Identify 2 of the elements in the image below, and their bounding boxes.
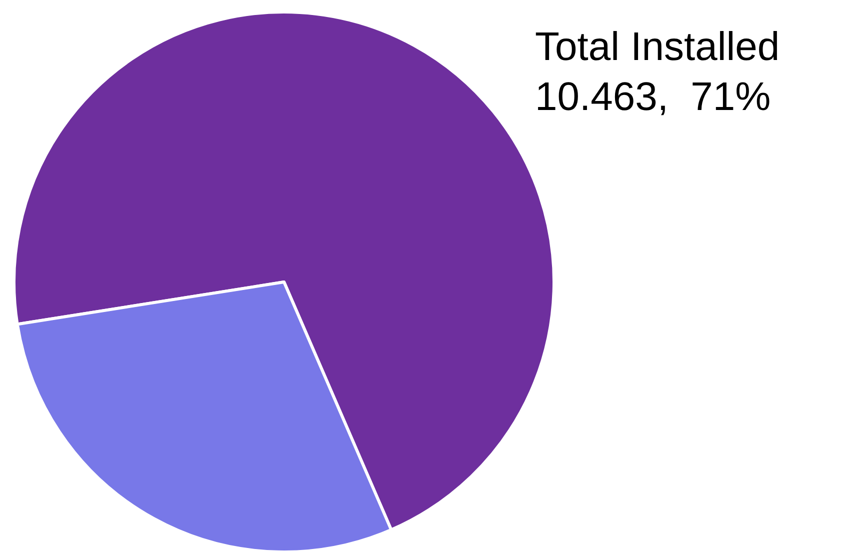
slice-label: Total Installed <box>535 25 780 69</box>
data-label: 10.463, 71% <box>535 75 771 119</box>
